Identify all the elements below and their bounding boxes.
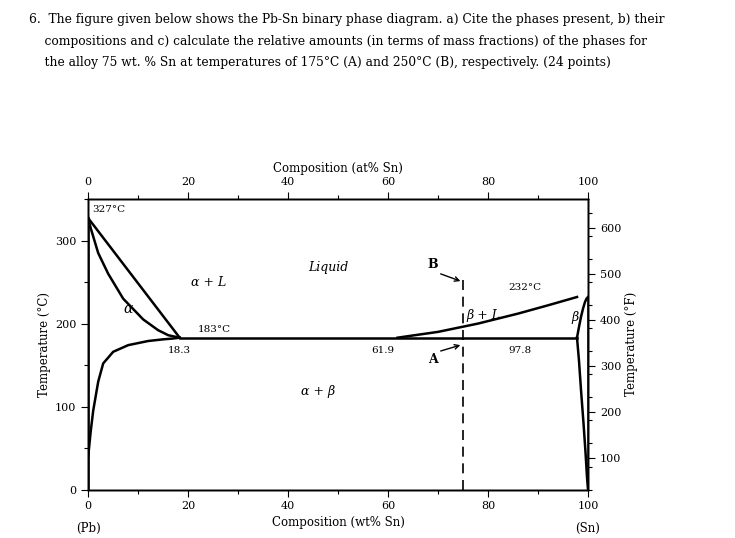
- Text: α + L: α + L: [190, 275, 226, 288]
- Y-axis label: Temperature (°C): Temperature (°C): [38, 292, 51, 397]
- Text: β + L: β + L: [466, 309, 500, 322]
- Text: Liquid: Liquid: [308, 260, 348, 274]
- Text: 183°C: 183°C: [198, 325, 232, 334]
- Text: B: B: [428, 258, 438, 271]
- Text: 61.9: 61.9: [371, 346, 395, 355]
- Text: the alloy 75 wt. % Sn at temperatures of 175°C (A) and 250°C (B), respectively. : the alloy 75 wt. % Sn at temperatures of…: [29, 56, 612, 69]
- X-axis label: Composition (at% Sn): Composition (at% Sn): [273, 162, 403, 175]
- Text: (Sn): (Sn): [576, 522, 600, 535]
- Text: 18.3: 18.3: [168, 346, 191, 355]
- Text: α + β: α + β: [301, 385, 335, 398]
- Text: α: α: [123, 302, 133, 316]
- Text: β: β: [572, 312, 579, 324]
- Text: 6.  The figure given below shows the Pb-Sn binary phase diagram. a) Cite the pha: 6. The figure given below shows the Pb-S…: [29, 13, 665, 26]
- X-axis label: Composition (wt% Sn): Composition (wt% Sn): [272, 515, 404, 528]
- Y-axis label: Temperature (°F): Temperature (°F): [625, 292, 638, 397]
- Text: 327°C: 327°C: [92, 205, 126, 214]
- Text: 232°C: 232°C: [508, 283, 541, 292]
- Text: 97.8: 97.8: [508, 346, 531, 355]
- Text: (Pb): (Pb): [76, 522, 101, 535]
- Text: A: A: [429, 353, 438, 366]
- Text: compositions and c) calculate the relative amounts (in terms of mass fractions) : compositions and c) calculate the relati…: [29, 35, 648, 48]
